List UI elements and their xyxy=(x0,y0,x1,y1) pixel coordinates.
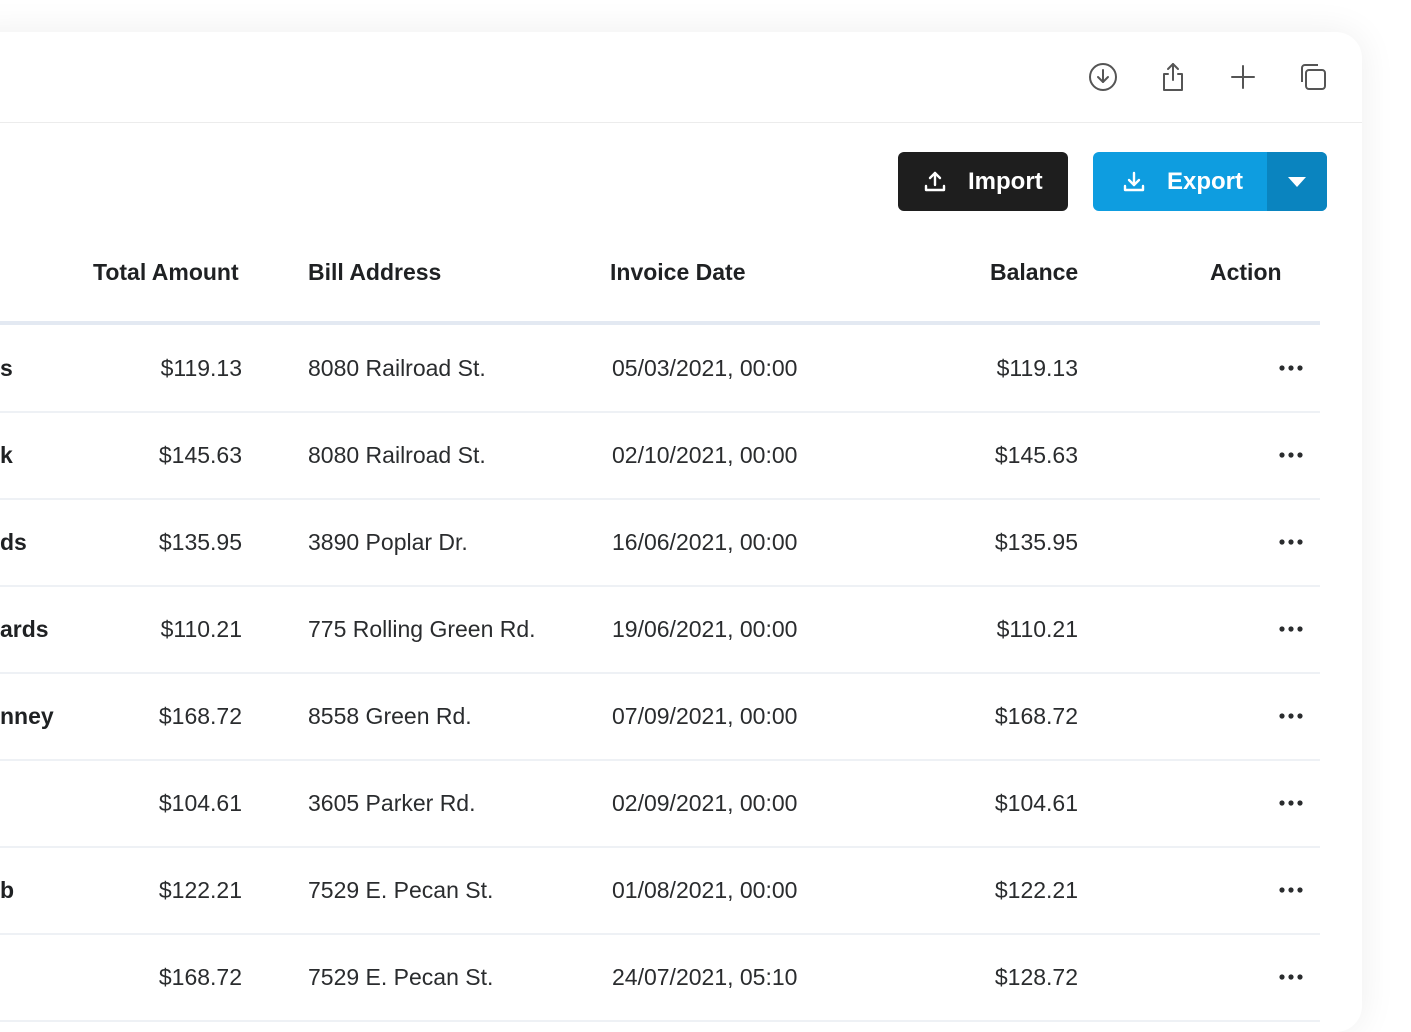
invoice-date: 19/06/2021, 00:00 xyxy=(612,616,798,642)
bill-address: 7529 E. Pecan St. xyxy=(308,877,494,903)
total-amount: $135.95 xyxy=(158,529,242,555)
more-horizontal-icon xyxy=(1279,539,1303,545)
more-actions-button[interactable] xyxy=(1276,527,1306,557)
col-invoice-date[interactable]: Invoice Date xyxy=(610,259,746,285)
bill-address: 8558 Green Rd. xyxy=(308,703,472,729)
bill-address: 8080 Railroad St. xyxy=(308,442,486,468)
customer-name: s xyxy=(0,355,13,381)
more-actions-button[interactable] xyxy=(1276,614,1306,644)
more-actions-button[interactable] xyxy=(1276,353,1306,383)
more-horizontal-icon xyxy=(1279,800,1303,806)
customer-name: ds xyxy=(0,529,27,555)
customer-name: nney xyxy=(0,703,54,729)
more-horizontal-icon xyxy=(1279,365,1303,371)
table-row[interactable]: k $145.63 8080 Railroad St. 02/10/2021, 00:… xyxy=(0,412,1320,500)
balance: $145.63 xyxy=(994,442,1078,468)
customer-name: k xyxy=(0,442,13,468)
balance: $135.95 xyxy=(994,529,1078,555)
more-horizontal-icon xyxy=(1279,974,1303,980)
more-actions-button[interactable] xyxy=(1276,701,1306,731)
balance: $122.21 xyxy=(994,877,1078,903)
export-button[interactable]: Export xyxy=(1093,152,1327,211)
invoice-date: 02/09/2021, 00:00 xyxy=(612,790,798,816)
total-amount: $104.61 xyxy=(158,790,242,816)
app-window: Import Export Total Amount Bill Address … xyxy=(0,32,1362,1032)
table-row[interactable]: nney $168.72 8558 Green Rd. 07/09/2021, 00:… xyxy=(0,673,1320,761)
top-toolbar xyxy=(0,32,1362,123)
total-amount: $122.21 xyxy=(158,877,242,903)
download-icon xyxy=(1123,171,1145,191)
copy-icon[interactable] xyxy=(1296,60,1330,94)
invoice-date: 24/07/2021, 05:10 xyxy=(612,964,798,990)
balance: $128.72 xyxy=(994,964,1078,990)
table-header: Total Amount Bill Address Invoice Date B… xyxy=(0,237,1320,325)
export-label: Export xyxy=(1167,167,1244,195)
total-amount: $119.13 xyxy=(160,355,242,381)
table-row[interactable]: s $119.13 8080 Railroad St. 05/03/2021, 00:… xyxy=(0,325,1320,413)
invoice-date: 16/06/2021, 00:00 xyxy=(612,529,798,555)
table-row[interactable]: b $122.21 7529 E. Pecan St. 01/08/2021, 00:… xyxy=(0,847,1320,935)
balance: $104.61 xyxy=(994,790,1078,816)
more-actions-button[interactable] xyxy=(1276,875,1306,905)
export-dropdown-toggle[interactable] xyxy=(1267,152,1327,211)
table-row[interactable]: $168.72 7529 E. Pecan St. 24/07/2021, 05:1… xyxy=(0,934,1320,1022)
more-horizontal-icon xyxy=(1279,626,1303,632)
more-actions-button[interactable] xyxy=(1276,440,1306,470)
upload-icon xyxy=(924,171,946,191)
more-actions-button[interactable] xyxy=(1276,962,1306,992)
share-icon[interactable] xyxy=(1156,60,1190,94)
bill-address: 3605 Parker Rd. xyxy=(308,790,476,816)
col-total-amount[interactable]: Total Amount xyxy=(93,259,239,285)
total-amount: $110.21 xyxy=(160,616,242,642)
col-balance[interactable]: Balance xyxy=(990,259,1079,285)
plus-icon[interactable] xyxy=(1226,60,1260,94)
more-actions-button[interactable] xyxy=(1276,788,1306,818)
more-horizontal-icon xyxy=(1279,887,1303,893)
total-amount: $168.72 xyxy=(158,964,242,990)
table-row[interactable]: ds $135.95 3890 Poplar Dr. 16/06/2021, 00:0… xyxy=(0,499,1320,587)
invoice-date: 05/03/2021, 00:00 xyxy=(612,355,798,381)
col-bill-address[interactable]: Bill Address xyxy=(308,259,442,285)
customer-name: b xyxy=(0,877,15,903)
invoice-date: 02/10/2021, 00:00 xyxy=(612,442,798,468)
table-row[interactable]: ards $110.21 775 Rolling Green Rd. 19/06/20… xyxy=(0,586,1320,674)
invoice-date: 01/08/2021, 00:00 xyxy=(612,877,798,903)
more-horizontal-icon xyxy=(1279,713,1303,719)
bill-address: 3890 Poplar Dr. xyxy=(308,529,468,555)
balance: $110.21 xyxy=(996,616,1078,642)
more-horizontal-icon xyxy=(1279,452,1303,458)
balance: $168.72 xyxy=(994,703,1078,729)
table-row[interactable]: $104.61 3605 Parker Rd. 02/09/2021, 00:00 $… xyxy=(0,760,1320,848)
invoice-date: 07/09/2021, 00:00 xyxy=(612,703,798,729)
download-circle-icon[interactable] xyxy=(1086,60,1120,94)
bill-address: 7529 E. Pecan St. xyxy=(308,964,494,990)
bill-address: 8080 Railroad St. xyxy=(308,355,486,381)
import-button[interactable]: Import xyxy=(898,152,1068,211)
import-label: Import xyxy=(968,167,1043,195)
bill-address: 775 Rolling Green Rd. xyxy=(308,616,536,642)
caret-down-icon xyxy=(1288,176,1306,187)
total-amount: $145.63 xyxy=(158,442,242,468)
total-amount: $168.72 xyxy=(158,703,242,729)
col-action: Action xyxy=(1210,259,1282,285)
balance: $119.13 xyxy=(996,355,1078,381)
customer-name: ards xyxy=(0,616,49,642)
export-main[interactable]: Export xyxy=(1093,152,1267,211)
